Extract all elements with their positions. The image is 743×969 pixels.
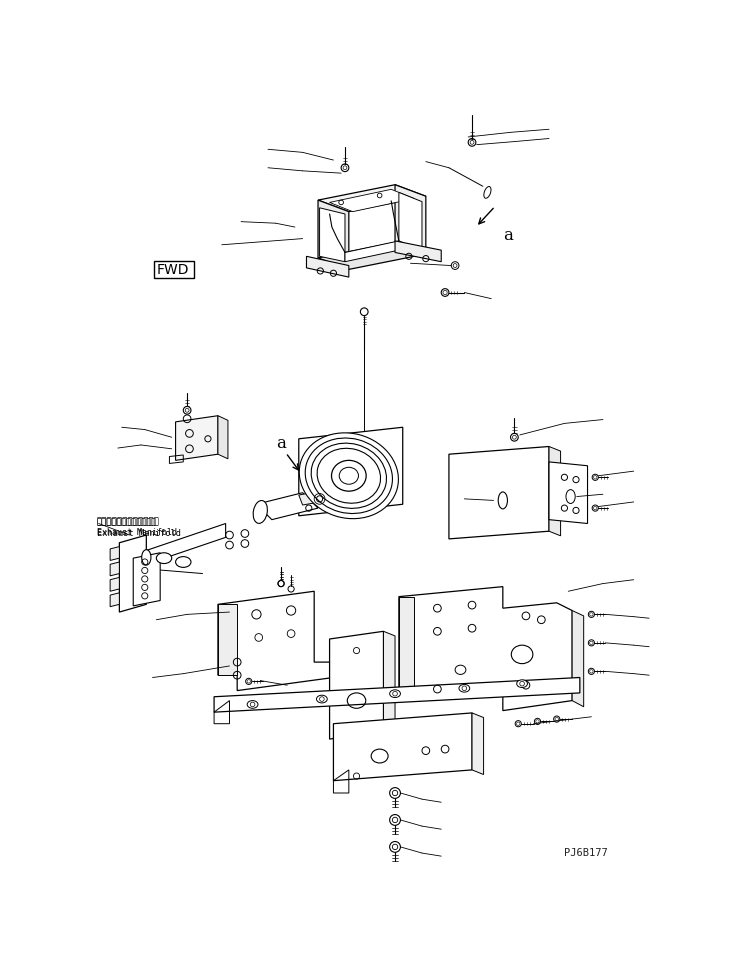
- Polygon shape: [395, 241, 441, 263]
- Ellipse shape: [156, 553, 172, 564]
- Polygon shape: [549, 462, 588, 524]
- Polygon shape: [449, 447, 549, 540]
- Polygon shape: [472, 713, 484, 775]
- Polygon shape: [175, 417, 218, 461]
- Ellipse shape: [459, 685, 470, 693]
- Ellipse shape: [311, 444, 386, 509]
- Polygon shape: [120, 536, 146, 612]
- Polygon shape: [214, 677, 580, 712]
- Polygon shape: [399, 587, 572, 711]
- Ellipse shape: [142, 550, 151, 566]
- Polygon shape: [395, 185, 426, 255]
- Polygon shape: [110, 593, 120, 607]
- Polygon shape: [399, 193, 422, 251]
- Polygon shape: [299, 489, 337, 506]
- Polygon shape: [110, 547, 120, 561]
- Text: Exhaust Manifold: Exhaust Manifold: [97, 527, 177, 536]
- Polygon shape: [319, 208, 345, 263]
- Text: FWD: FWD: [156, 264, 189, 277]
- Text: エキゾーストマニホールド: エキゾーストマニホールド: [97, 517, 157, 526]
- Polygon shape: [318, 243, 426, 270]
- Polygon shape: [572, 610, 584, 707]
- Polygon shape: [256, 493, 318, 520]
- Bar: [154, 262, 194, 278]
- Ellipse shape: [175, 557, 191, 568]
- Polygon shape: [345, 241, 399, 263]
- Ellipse shape: [299, 433, 398, 519]
- Ellipse shape: [253, 501, 267, 524]
- Ellipse shape: [499, 492, 507, 510]
- Text: PJ6B177: PJ6B177: [565, 848, 609, 858]
- Ellipse shape: [317, 449, 380, 504]
- Polygon shape: [318, 201, 348, 270]
- Text: エキゾーストマニホールド: エキゾーストマニホールド: [97, 517, 160, 526]
- Polygon shape: [146, 524, 226, 565]
- Polygon shape: [218, 592, 334, 691]
- Text: a: a: [276, 435, 285, 452]
- Polygon shape: [383, 632, 395, 736]
- Polygon shape: [330, 190, 415, 212]
- Ellipse shape: [247, 701, 258, 708]
- Text: a: a: [503, 227, 513, 244]
- Ellipse shape: [516, 680, 528, 688]
- Text: Exhaust Manifold: Exhaust Manifold: [97, 529, 181, 538]
- Polygon shape: [318, 185, 426, 212]
- Polygon shape: [133, 553, 160, 607]
- Polygon shape: [399, 597, 415, 700]
- Polygon shape: [330, 632, 383, 739]
- Ellipse shape: [305, 439, 392, 514]
- Polygon shape: [218, 417, 228, 459]
- Ellipse shape: [389, 690, 400, 698]
- Polygon shape: [306, 257, 348, 278]
- Polygon shape: [218, 605, 237, 675]
- Polygon shape: [110, 562, 120, 577]
- Ellipse shape: [566, 490, 575, 504]
- Polygon shape: [334, 713, 472, 781]
- Ellipse shape: [317, 696, 327, 703]
- Ellipse shape: [484, 187, 491, 199]
- Polygon shape: [299, 427, 403, 516]
- Polygon shape: [549, 447, 560, 536]
- Polygon shape: [110, 578, 120, 592]
- Ellipse shape: [331, 461, 366, 491]
